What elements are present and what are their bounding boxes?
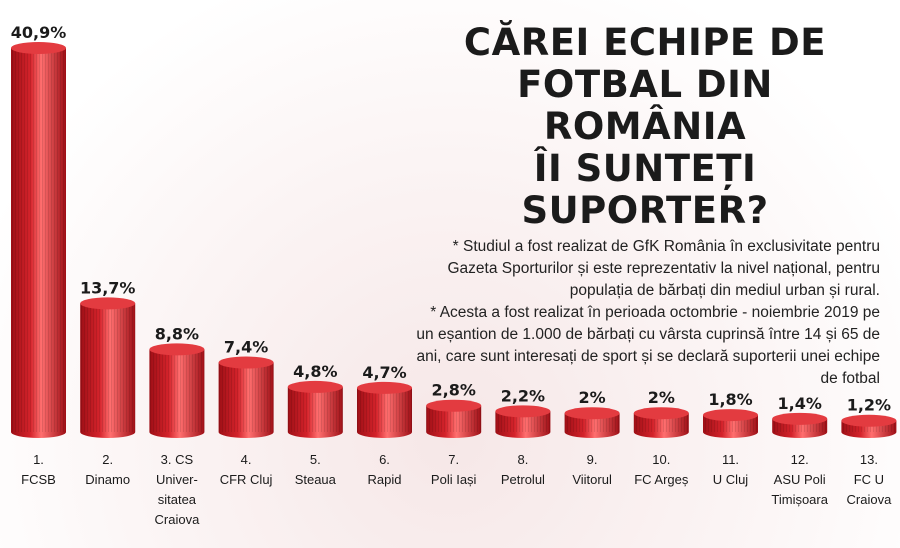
value-label-2: 13,7% xyxy=(80,278,136,297)
category-label-9: 9. Viitorul xyxy=(572,452,612,487)
value-label-9: 2% xyxy=(579,388,606,407)
footnote-sample: * Acesta a fost realizat în perioada oct… xyxy=(416,304,880,387)
footnote-study: * Studiul a fost realizat de GfK România… xyxy=(447,238,880,299)
bar-cap-13 xyxy=(841,414,897,427)
chart-header: CĂREI ECHIPE DE FOTBAL DIN ROMÂNIA ÎI SU… xyxy=(410,22,880,390)
value-label-3: 8,8% xyxy=(155,324,199,343)
bar-texture-2 xyxy=(80,303,136,432)
title-line-3: ÎI SUNTEȚI SUPORTER? xyxy=(521,147,769,232)
chart-title: CĂREI ECHIPE DE FOTBAL DIN ROMÂNIA ÎI SU… xyxy=(410,22,880,232)
bar-cap-3 xyxy=(149,343,205,356)
bar-texture-4 xyxy=(218,362,274,432)
value-label-12: 1,4% xyxy=(778,394,822,413)
title-line-2: FOTBAL DIN ROMÂNIA xyxy=(517,63,773,148)
bar-cap-8 xyxy=(495,405,551,418)
category-label-13: 13. FC U Craiova xyxy=(847,452,893,507)
category-label-11: 11. U Cluj xyxy=(713,452,749,487)
category-label-5: 5. Steaua xyxy=(295,452,337,487)
category-label-10: 10. FC Argeș xyxy=(634,452,689,487)
bar-cap-9 xyxy=(564,407,620,420)
category-label-8: 8. Petrolul xyxy=(501,452,545,487)
value-label-5: 4,8% xyxy=(293,362,337,381)
bar-texture-5 xyxy=(287,386,343,432)
bar-texture-1 xyxy=(11,48,66,432)
category-label-7: 7. Poli Iași xyxy=(431,452,477,487)
value-label-7: 2,8% xyxy=(432,381,476,400)
value-label-10: 2% xyxy=(648,388,675,407)
value-label-6: 4,7% xyxy=(362,363,406,382)
bar-cap-2 xyxy=(80,297,136,310)
category-label-6: 6. Rapid xyxy=(368,452,402,487)
bar-texture-6 xyxy=(357,387,412,432)
category-label-1: 1. FCSB xyxy=(21,452,56,487)
bar-cap-6 xyxy=(357,381,412,394)
category-label-2: 2. Dinamo xyxy=(85,452,130,487)
bar-cap-4 xyxy=(218,356,274,369)
bar-cap-11 xyxy=(703,409,758,422)
bar-cap-5 xyxy=(287,380,343,393)
category-label-4: 4. CFR Cluj xyxy=(220,452,273,487)
bar-cap-1 xyxy=(11,42,66,54)
bar-cap-10 xyxy=(633,407,689,420)
value-label-11: 1,8% xyxy=(708,390,752,409)
value-label-4: 7,4% xyxy=(224,338,268,357)
value-label-8: 2,2% xyxy=(501,386,545,405)
category-label-12: 12. ASU Poli Timișoara xyxy=(771,452,828,507)
title-line-1: CĂREI ECHIPE DE xyxy=(463,21,827,64)
category-label-3: 3. CS Univer-sitatea Craiova xyxy=(155,452,201,527)
value-label-13: 1,2% xyxy=(847,396,891,415)
bar-texture-3 xyxy=(149,349,205,432)
value-label-1: 40,9% xyxy=(11,23,67,42)
bar-cap-7 xyxy=(426,399,482,412)
bar-cap-12 xyxy=(772,412,828,425)
